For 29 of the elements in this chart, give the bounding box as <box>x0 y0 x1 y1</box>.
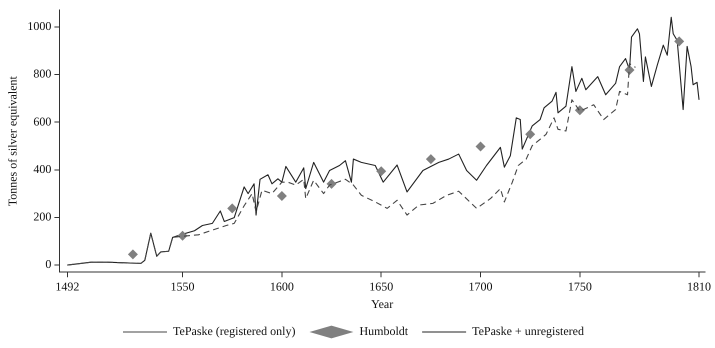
point <box>476 141 486 152</box>
point <box>525 129 536 140</box>
x-tick-label: 1600 <box>270 280 294 294</box>
x-tick-label: 1650 <box>369 280 394 294</box>
legend-label: TePaske + unregistered <box>472 324 584 338</box>
point <box>276 190 287 201</box>
line-series <box>66 63 636 266</box>
point <box>227 203 238 214</box>
y-tick-label: 600 <box>33 114 52 128</box>
x-tick-label: 1550 <box>170 280 195 294</box>
x-tick-label: 1492 <box>55 280 80 294</box>
point <box>178 230 188 241</box>
y-axis-title: Tonnes of silver equivalent <box>5 75 20 206</box>
x-tick-label: 1750 <box>568 280 592 294</box>
y-tick-label: 200 <box>33 210 52 224</box>
point <box>426 154 436 164</box>
y-tick-label: 800 <box>33 66 52 81</box>
point <box>128 249 138 260</box>
point <box>326 178 337 189</box>
point <box>376 166 386 176</box>
legend-label: Humboldt <box>359 324 409 338</box>
x-tick-label: 1810 <box>687 280 712 294</box>
x-axis-title: Year <box>371 296 394 311</box>
y-tick-label: 0 <box>45 257 52 272</box>
y-tick-label: 1000 <box>27 19 52 34</box>
point <box>674 36 684 46</box>
x-tick-label: 1700 <box>468 280 493 294</box>
y-tick-label: 400 <box>33 162 52 176</box>
legend-label: TePaske (registered only) <box>172 324 296 338</box>
